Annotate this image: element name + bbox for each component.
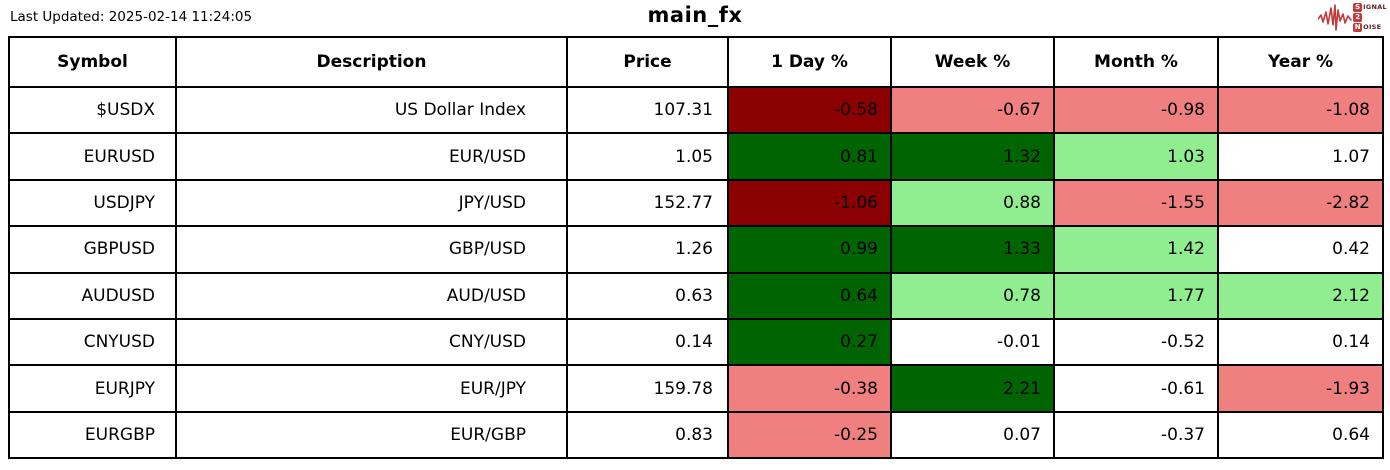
col-header-description: Description: [175, 36, 568, 88]
top-bar: Last Updated: 2025-02-14 11:24:05 main_f…: [0, 0, 1390, 36]
price-cell: 0.83: [566, 410, 729, 460]
week-pct-cell: 1.32: [890, 132, 1055, 181]
week-pct-cell: 1.33: [890, 225, 1055, 274]
day-pct-cell: 0.99: [727, 225, 892, 274]
year-pct-cell: 1.07: [1217, 132, 1384, 181]
logo-line-signal: S IGNAL: [1353, 2, 1387, 12]
table-row: AUDUSD AUD/USD 0.63 0.64 0.78 1.77 2.12: [8, 271, 1384, 320]
signal2noise-logo: S IGNAL 2 N OISE: [1318, 2, 1387, 32]
table-row: EURUSD EUR/USD 1.05 0.81 1.32 1.03 1.07: [8, 132, 1384, 181]
table-row: GBPUSD GBP/USD 1.26 0.99 1.33 1.42 0.42: [8, 225, 1384, 274]
logo-line-2: 2: [1353, 12, 1387, 22]
week-pct-cell: 0.78: [890, 271, 1055, 320]
logo-rest-oise: OISE: [1363, 23, 1382, 31]
description-cell: EUR/GBP: [175, 410, 568, 460]
day-pct-cell: 0.81: [727, 132, 892, 181]
week-pct-cell: -0.01: [890, 317, 1055, 367]
col-header-week-pct: Week %: [890, 36, 1055, 88]
day-pct-cell: -0.38: [727, 364, 892, 413]
table-row: USDJPY JPY/USD 152.77 -1.06 0.88 -1.55 -…: [8, 178, 1384, 228]
description-cell: US Dollar Index: [175, 85, 568, 135]
price-cell: 107.31: [566, 85, 729, 135]
description-cell: GBP/USD: [175, 225, 568, 274]
month-pct-cell: -0.61: [1053, 364, 1219, 413]
price-cell: 159.78: [566, 364, 729, 413]
table-row: EURJPY EUR/JPY 159.78 -0.38 2.21 -0.61 -…: [8, 364, 1384, 413]
week-pct-cell: 0.88: [890, 178, 1055, 228]
week-pct-cell: 0.07: [890, 410, 1055, 460]
waveform-icon: [1318, 4, 1352, 31]
day-pct-cell: 0.27: [727, 317, 892, 367]
week-pct-cell: 2.21: [890, 364, 1055, 413]
year-pct-cell: -1.08: [1217, 85, 1384, 135]
year-pct-cell: -2.82: [1217, 178, 1384, 228]
description-cell: EUR/JPY: [175, 364, 568, 413]
col-header-year-pct: Year %: [1217, 36, 1384, 88]
symbol-cell: AUDUSD: [8, 271, 177, 320]
symbol-cell: CNYUSD: [8, 317, 177, 367]
logo-badge-2: 2: [1353, 12, 1363, 22]
description-cell: CNY/USD: [175, 317, 568, 367]
table-header-row: Symbol Description Price 1 Day % Week % …: [8, 36, 1384, 88]
day-pct-cell: 0.64: [727, 271, 892, 320]
logo-rest-ignal: IGNAL: [1363, 3, 1387, 11]
month-pct-cell: 1.77: [1053, 271, 1219, 320]
month-pct-cell: 1.03: [1053, 132, 1219, 181]
description-cell: JPY/USD: [175, 178, 568, 228]
month-pct-cell: -0.98: [1053, 85, 1219, 135]
table-row: EURGBP EUR/GBP 0.83 -0.25 0.07 -0.37 0.6…: [8, 410, 1384, 460]
year-pct-cell: 0.42: [1217, 225, 1384, 274]
symbol-cell: $USDX: [8, 85, 177, 135]
year-pct-cell: 0.14: [1217, 317, 1384, 367]
symbol-cell: USDJPY: [8, 178, 177, 228]
page-title: main_fx: [647, 3, 743, 27]
symbol-cell: EURGBP: [8, 410, 177, 460]
table-row: CNYUSD CNY/USD 0.14 0.27 -0.01 -0.52 0.1…: [8, 317, 1384, 367]
last-updated-text: Last Updated: 2025-02-14 11:24:05: [10, 9, 253, 25]
day-pct-cell: -0.58: [727, 85, 892, 135]
year-pct-cell: 2.12: [1217, 271, 1384, 320]
logo-line-noise: N OISE: [1353, 22, 1387, 32]
col-header-symbol: Symbol: [8, 36, 177, 88]
symbol-cell: EURJPY: [8, 364, 177, 413]
price-cell: 152.77: [566, 178, 729, 228]
logo-badge-n: N: [1353, 22, 1363, 32]
day-pct-cell: -0.25: [727, 410, 892, 460]
day-pct-cell: -1.06: [727, 178, 892, 228]
logo-badge-s: S: [1353, 2, 1363, 12]
price-cell: 1.05: [566, 132, 729, 181]
month-pct-cell: -0.52: [1053, 317, 1219, 367]
month-pct-cell: 1.42: [1053, 225, 1219, 274]
col-header-month-pct: Month %: [1053, 36, 1219, 88]
price-cell: 1.26: [566, 225, 729, 274]
description-cell: EUR/USD: [175, 132, 568, 181]
col-header-day-pct: 1 Day %: [727, 36, 892, 88]
year-pct-cell: -1.93: [1217, 364, 1384, 413]
symbol-cell: GBPUSD: [8, 225, 177, 274]
month-pct-cell: -1.55: [1053, 178, 1219, 228]
fx-table: Symbol Description Price 1 Day % Week % …: [8, 36, 1384, 460]
week-pct-cell: -0.67: [890, 85, 1055, 135]
month-pct-cell: -0.37: [1053, 410, 1219, 460]
logo-text: S IGNAL 2 N OISE: [1353, 2, 1387, 32]
description-cell: AUD/USD: [175, 271, 568, 320]
col-header-price: Price: [566, 36, 729, 88]
price-cell: 0.63: [566, 271, 729, 320]
symbol-cell: EURUSD: [8, 132, 177, 181]
price-cell: 0.14: [566, 317, 729, 367]
year-pct-cell: 0.64: [1217, 410, 1384, 460]
table-row: $USDX US Dollar Index 107.31 -0.58 -0.67…: [8, 85, 1384, 135]
